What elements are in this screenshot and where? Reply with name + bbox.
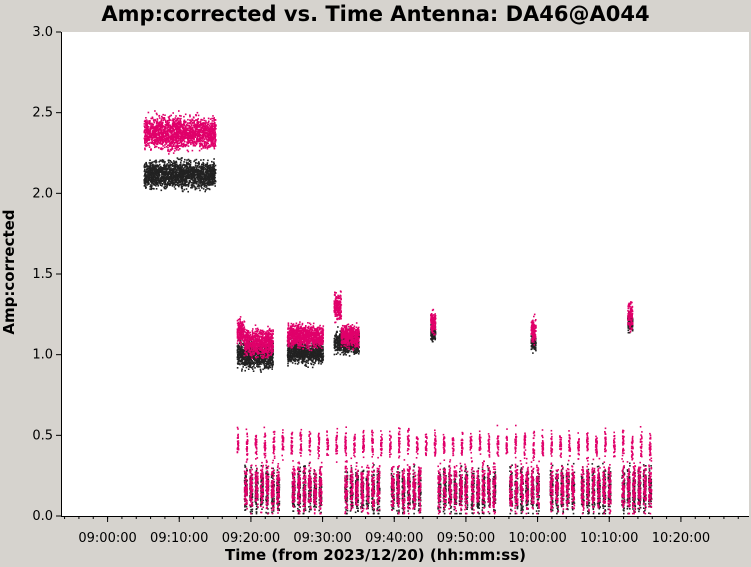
point-cluster [243, 456, 653, 515]
point-cluster [236, 424, 652, 464]
point-cluster [340, 322, 360, 351]
x-tick-label: 09:30:00 [293, 531, 351, 546]
chart-title: Amp:corrected vs. Time Antenna: DA46@A04… [101, 2, 650, 26]
y-tick-label: 0.5 [32, 428, 53, 443]
point-cluster [530, 313, 537, 346]
point-cluster [143, 157, 217, 193]
data-points [143, 110, 653, 515]
y-tick-label: 2.0 [32, 186, 53, 201]
point-cluster [430, 308, 437, 336]
y-tick-label: 0.0 [32, 509, 53, 524]
x-tick-label: 09:20:00 [222, 531, 280, 546]
point-cluster [143, 110, 217, 155]
point-cluster [243, 324, 274, 360]
y-ticks: 0.0 0.5 1.0 1.5 2.0 2.5 3.0 [32, 25, 61, 524]
x-axis-label: Time (from 2023/12/20) (hh:mm:ss) [224, 546, 527, 564]
point-cluster [286, 321, 325, 352]
x-tick-label: 09:50:00 [437, 531, 495, 546]
x-tick-label: 09:10:00 [150, 531, 208, 546]
x-ticks: 09:00:00 09:10:00 09:20:00 09:30:00 09:40:00… [64, 516, 739, 546]
x-tick-label: 10:20:00 [652, 531, 710, 546]
point-cluster [627, 301, 634, 333]
x-tick-label: 10:10:00 [580, 531, 638, 546]
plot-area [61, 32, 749, 516]
point-cluster [333, 290, 343, 324]
y-tick-label: 1.0 [32, 348, 53, 363]
y-tick-label: 2.5 [32, 106, 53, 121]
y-tick-label: 3.0 [32, 25, 53, 40]
x-tick-label: 09:40:00 [365, 531, 423, 546]
x-tick-label: 09:00:00 [78, 531, 136, 546]
y-tick-label: 1.5 [32, 267, 53, 282]
x-tick-label: 10:00:00 [508, 531, 566, 546]
point-cluster [236, 316, 246, 346]
